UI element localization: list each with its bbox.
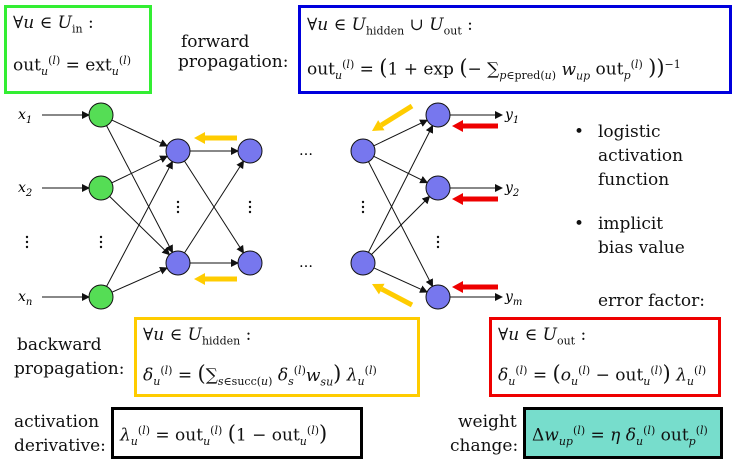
bullet-logistic: • logistic activation function [574, 120, 683, 192]
backprop-arrow [194, 273, 237, 285]
weight-change-formula: Δwup(l) = η δu(l) outp(l) [532, 424, 708, 449]
backprop-arrow [194, 132, 237, 144]
output-backward-box: ∀u ∈ Uout : δu(l) = (ou(l) − outu(l)) λu… [489, 317, 721, 397]
neuron [425, 175, 451, 201]
error-arrow [452, 281, 498, 293]
ellipsis-vertical [25, 235, 29, 249]
backprop-arrow [372, 103, 414, 131]
edge-hidden-output [373, 267, 428, 293]
output-label-y2: y2 [504, 180, 519, 199]
backward-label-line1: backward [17, 335, 102, 355]
bullet2-line1: implicit [598, 214, 664, 234]
derivative-label-line2: derivative: [14, 436, 106, 456]
edge-input-hidden [106, 125, 173, 254]
output-box-formula: δu(l) = (ou(l) − outu(l)) λu(l) [498, 362, 707, 389]
error-arrow [452, 120, 498, 132]
forward-box-quantifier: ∀u ∈ Uhidden ∪ Uout : [307, 15, 473, 38]
hidden-backward-box: ∀u ∈ Uhidden : δu(l) = (∑s∈succ(u) δs(l)… [134, 317, 420, 397]
bullet2-line2: bias value [598, 238, 685, 258]
neuron [350, 250, 376, 276]
backward-label: backward propagation: [14, 333, 124, 381]
edge-hidden-output [368, 161, 433, 288]
output-label-y1: y1 [504, 107, 519, 126]
backprop-arrow [372, 283, 414, 308]
bullet-dot-icon: • [574, 122, 585, 142]
backward-label-line2: propagation: [14, 359, 125, 379]
bullet1-line3: function [598, 170, 670, 190]
output-box-quantifier: ∀u ∈ Uout : [498, 325, 587, 348]
neuron [425, 102, 451, 128]
ellipsis-vertical [361, 200, 365, 214]
edge-hidden-output [373, 155, 429, 184]
bullet1-line1: logistic [598, 122, 661, 142]
neuron [350, 138, 376, 164]
bullet-dot-icon: • [574, 214, 585, 234]
input-neuron [88, 284, 114, 310]
edge-input-hidden [111, 267, 168, 293]
neuron [425, 284, 451, 310]
ellipsis-vertical [248, 200, 252, 214]
bullet1-line2: activation [598, 146, 684, 166]
ellipsis-horizontal: … [299, 143, 313, 159]
error-factor-label: error factor: [598, 291, 705, 311]
input-label-xn: xn [18, 289, 32, 308]
input-neuron [88, 175, 114, 201]
output-label-ym: ym [504, 289, 522, 308]
forward-label: forward propagation: [178, 32, 288, 72]
ellipsis-vertical [99, 235, 103, 249]
forward-box-formula: outu(l) = (1 + exp (− ∑p∈pred(u) wup out… [307, 56, 681, 83]
forward-label-line2: propagation: [178, 52, 289, 72]
edge-hidden-output [371, 195, 431, 255]
neuron [165, 250, 191, 276]
ellipsis-horizontal: … [299, 255, 313, 271]
input-label-x2: x2 [18, 180, 32, 199]
edge-hidden-output [373, 119, 429, 147]
edge-input-hidden [111, 119, 169, 147]
input-box-formula: outu(l) = extu(l) [13, 54, 131, 79]
derivative-label-line1: activation [14, 412, 100, 432]
weight-change-label-line1: weight [458, 412, 517, 432]
input-neuron [88, 102, 114, 128]
weight-change-box: Δwup(l) = η δu(l) outp(l) [523, 407, 723, 459]
ellipsis-vertical [436, 235, 440, 249]
edge-input-hidden [111, 155, 169, 184]
derivative-formula: λu(l) = outu(l) (1 − outu(l)) [120, 421, 328, 449]
forward-label-line1: forward [181, 32, 250, 52]
weight-change-label: weight change: [450, 410, 518, 458]
input-box-quantifier: ∀u ∈ Uin : [13, 13, 94, 36]
weight-change-label-line2: change: [450, 436, 519, 456]
derivative-label: activation derivative: [14, 410, 106, 458]
neuron [237, 250, 263, 276]
neuron [165, 138, 191, 164]
ellipsis-vertical [176, 200, 180, 214]
error-arrow [452, 193, 498, 205]
neuron [237, 138, 263, 164]
hidden-output-forward-box: ∀u ∈ Uhidden ∪ Uout : outu(l) = (1 + exp… [298, 5, 732, 94]
derivative-box: λu(l) = outu(l) (1 − outu(l)) [111, 407, 363, 459]
input-layer-box: ∀u ∈ Uin : outu(l) = extu(l) [4, 5, 152, 94]
edge-hidden-hidden [184, 160, 245, 254]
edge-input-hidden [109, 196, 171, 256]
edge-hidden-output [367, 124, 434, 253]
edge-input-hidden [106, 160, 173, 287]
input-label-x1: x1 [18, 107, 32, 126]
backward-box-quantifier: ∀u ∈ Uhidden : [143, 325, 252, 348]
bullet-bias: • implicit bias value [574, 212, 685, 260]
backward-box-formula: δu(l) = (∑s∈succ(u) δs(l)wsu) λu(l) [143, 362, 377, 389]
